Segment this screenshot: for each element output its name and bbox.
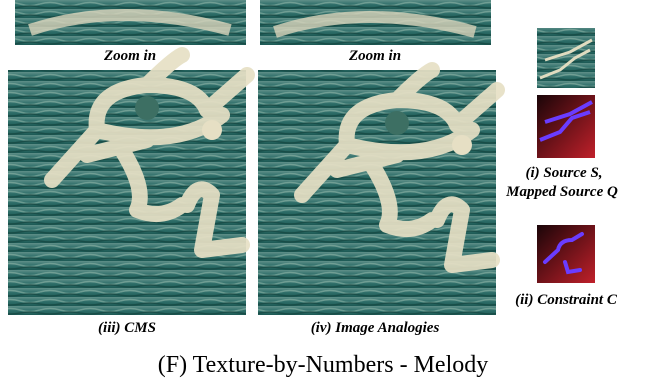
- zoom-label: Zoom in: [103, 48, 156, 64]
- caption: (i) Source S,: [525, 165, 602, 181]
- caption: (ii) Constraint C: [515, 292, 618, 308]
- caption: Mapped Source Q: [505, 184, 618, 200]
- result-image: [8, 55, 247, 315]
- result-image: [258, 70, 497, 315]
- caption: (iv) Image Analogies: [311, 320, 440, 336]
- zoom-label: Zoom in: [348, 48, 401, 64]
- figure-caption: (F) Texture-by-Numbers - Melody: [158, 352, 488, 378]
- source-image: [537, 28, 595, 88]
- constraint-image: [537, 225, 595, 283]
- figure: Zoom in Zoom in (iii) CMS (iv) Image Ana…: [0, 0, 647, 383]
- caption: (iii) CMS: [98, 320, 156, 336]
